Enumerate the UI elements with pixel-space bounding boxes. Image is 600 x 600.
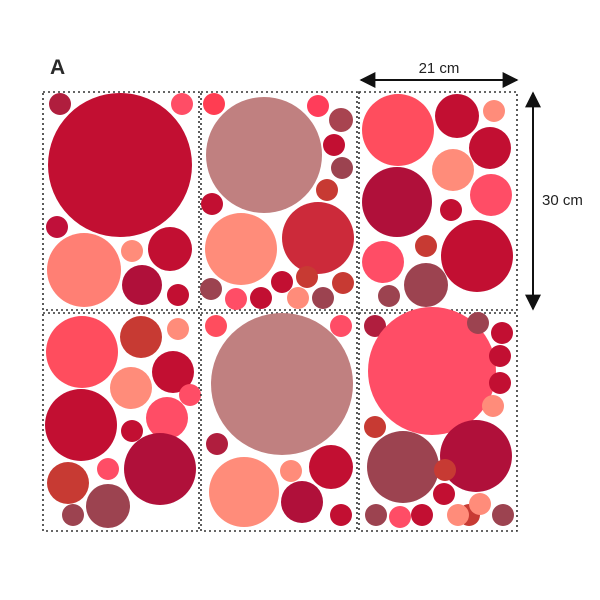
polka-dot-sticker (389, 506, 411, 528)
height-dimension-label: 30 cm (542, 192, 583, 209)
polka-dot-sticker (97, 458, 119, 480)
polka-dot-sticker (312, 287, 334, 309)
polka-dot-sticker (287, 287, 309, 309)
polka-dot-sticker (362, 241, 404, 283)
sticker-sheet (200, 91, 358, 311)
polka-dot-sticker (469, 127, 511, 169)
polka-dot-sticker (282, 202, 354, 274)
polka-dot-sticker (332, 272, 354, 294)
sheet-border (358, 312, 518, 532)
polka-dot-sticker (110, 367, 152, 409)
polka-dot-sticker (441, 220, 513, 292)
polka-dot-sticker (124, 433, 196, 505)
polka-dot-sticker (492, 504, 514, 526)
polka-dot-sticker (440, 199, 462, 221)
sheet-border (42, 312, 200, 532)
polka-dot-sticker (45, 389, 117, 461)
polka-dot-sticker (211, 313, 353, 455)
polka-dot-sticker (121, 420, 143, 442)
polka-dot-sticker (271, 271, 293, 293)
sheet-border (200, 312, 358, 532)
polka-dot-sticker (330, 504, 352, 526)
polka-dot-sticker (323, 134, 345, 156)
polka-dot-sticker (330, 315, 352, 337)
polka-dot-sticker (201, 193, 223, 215)
sheet-border (42, 91, 200, 311)
polka-dot-sticker (329, 108, 353, 132)
polka-dot-sticker (120, 316, 162, 358)
polka-dot-sticker (433, 483, 455, 505)
polka-dot-sticker (47, 462, 89, 504)
polka-dot-sticker (171, 93, 193, 115)
polka-dot-sticker (205, 213, 277, 285)
variant-label: A (50, 56, 66, 79)
polka-dot-sticker (378, 285, 400, 307)
polka-dot-sticker (86, 484, 130, 528)
sticker-sheet (42, 312, 201, 532)
sheets-group (42, 91, 518, 532)
polka-dot-sticker (206, 97, 322, 213)
polka-dot-sticker (47, 233, 121, 307)
polka-dot-sticker (46, 316, 118, 388)
polka-dot-sticker (331, 157, 353, 179)
polka-dot-sticker (48, 93, 192, 237)
polka-dot-sticker (411, 504, 433, 526)
polka-dot-sticker (203, 93, 225, 115)
polka-dot-sticker (49, 93, 71, 115)
polka-dot-sticker (309, 445, 353, 489)
polka-dot-sticker (364, 315, 386, 337)
sticker-sheet (358, 91, 518, 311)
polka-dot-sticker (364, 416, 386, 438)
polka-dot-sticker (281, 481, 323, 523)
polka-dot-sticker (467, 312, 489, 334)
polka-dot-sticker (489, 372, 511, 394)
polka-dot-sticker (209, 457, 279, 527)
polka-dot-sticker (296, 266, 318, 288)
polka-dot-sticker (432, 149, 474, 191)
sheet-border (200, 91, 358, 311)
polka-dot-sticker (146, 397, 188, 439)
polka-dot-sticker (362, 94, 434, 166)
polka-dot-sticker (440, 420, 512, 492)
polka-dot-sticker (167, 318, 189, 340)
polka-dot-sticker (62, 504, 84, 526)
polka-dot-sticker (179, 384, 201, 406)
polka-dot-sticker (368, 307, 496, 435)
polka-dot-sticker (205, 315, 227, 337)
sticker-sheet (358, 307, 518, 532)
polka-dot-sticker (152, 351, 194, 393)
polka-dot-sticker (434, 459, 456, 481)
polka-dot-sticker (469, 493, 491, 515)
polka-dot-sticker (470, 174, 512, 216)
polka-dot-sticker (483, 100, 505, 122)
polka-dot-sticker (435, 94, 479, 138)
polka-dot-sticker (200, 278, 222, 300)
polka-dot-sticker (482, 395, 504, 417)
polka-dot-sticker (404, 263, 448, 307)
polka-dot-sticker (362, 167, 432, 237)
polka-dot-sticker (367, 431, 439, 503)
polka-dot-sticker (447, 504, 469, 526)
polka-dot-sticker (121, 240, 143, 262)
sticker-sheet (42, 91, 200, 311)
polka-dot-sticker (206, 433, 228, 455)
polka-dot-sticker (491, 322, 513, 344)
polka-dot-sticker (280, 460, 302, 482)
polka-dot-sticker (122, 265, 162, 305)
polka-dot-sticker (316, 179, 338, 201)
polka-dot-sticker (415, 235, 437, 257)
polka-dot-sticker (167, 284, 189, 306)
polka-dot-sticker (148, 227, 192, 271)
polka-dot-sticker (489, 345, 511, 367)
polka-dot-sticker (250, 287, 272, 309)
polka-dot-sticker (365, 504, 387, 526)
sticker-sheet (200, 312, 358, 532)
polka-dot-sticker (307, 95, 329, 117)
polka-dot-sticker (225, 288, 247, 310)
polka-dot-sticker (46, 216, 68, 238)
